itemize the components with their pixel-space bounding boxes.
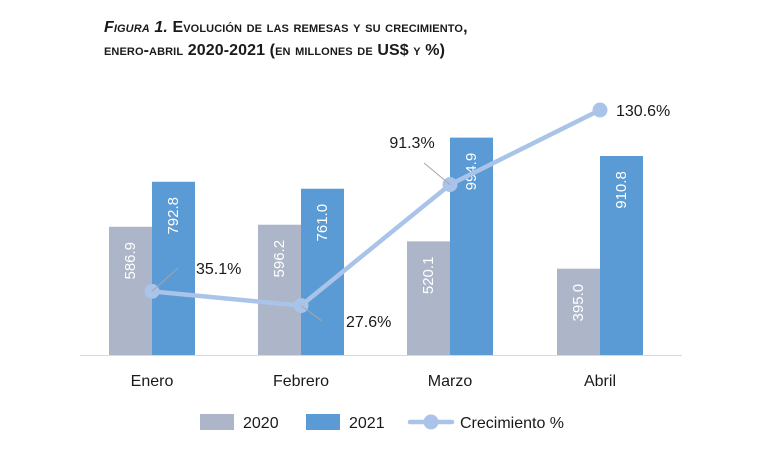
growth-point-abril <box>592 102 608 118</box>
growth-value-label: 35.1% <box>196 261 241 278</box>
bar-value-label: 395.0 <box>570 284 587 322</box>
bar-value-label: 910.8 <box>613 171 630 209</box>
legend-label: 2021 <box>349 415 385 432</box>
bar-2021-enero <box>152 181 195 355</box>
title-line-2: enero-abril 2020-2021 (en millones de US… <box>104 42 446 59</box>
legend-swatch-growth-marker <box>423 414 439 430</box>
bar-2020-marzo <box>407 241 450 355</box>
growth-value-label: 130.6% <box>616 103 670 120</box>
label-leader-line <box>300 305 323 322</box>
x-tick-label: Febrero <box>273 373 329 390</box>
x-tick-label: Abril <box>584 373 616 390</box>
bar-value-label: 761.0 <box>314 204 331 242</box>
growth-value-label: 27.6% <box>346 314 391 331</box>
bar-2020-abril <box>557 268 600 355</box>
legend-label: 2020 <box>243 415 279 432</box>
title-prefix: Figura 1. <box>104 19 168 36</box>
bar-value-label: 520.1 <box>420 257 437 295</box>
x-tick-label: Enero <box>131 373 174 390</box>
growth-value-label: 91.3% <box>389 135 434 152</box>
label-leader-line <box>423 162 451 186</box>
x-tick-label: Marzo <box>428 373 473 390</box>
legend-swatch-2020 <box>200 414 234 430</box>
bar-2021-febrero <box>301 188 344 355</box>
bar-value-label: 596.2 <box>271 240 288 278</box>
chart-title: Figura 1. Evolución de las remesas y su … <box>104 16 744 62</box>
legend-swatch-2021 <box>306 414 340 430</box>
title-line-1: Figura 1. Evolución de las remesas y su … <box>104 16 744 39</box>
bar-value-label: 792.8 <box>165 197 182 235</box>
title-text-1: Evolución de las remesas y su crecimient… <box>172 19 468 36</box>
bar-2021-abril <box>600 155 643 355</box>
legend-label: Crecimiento % <box>460 415 564 432</box>
label-leader-line <box>151 267 179 292</box>
bar-2020-febrero <box>258 224 301 355</box>
growth-line <box>149 107 603 308</box>
bar-value-label: 586.9 <box>122 242 139 280</box>
